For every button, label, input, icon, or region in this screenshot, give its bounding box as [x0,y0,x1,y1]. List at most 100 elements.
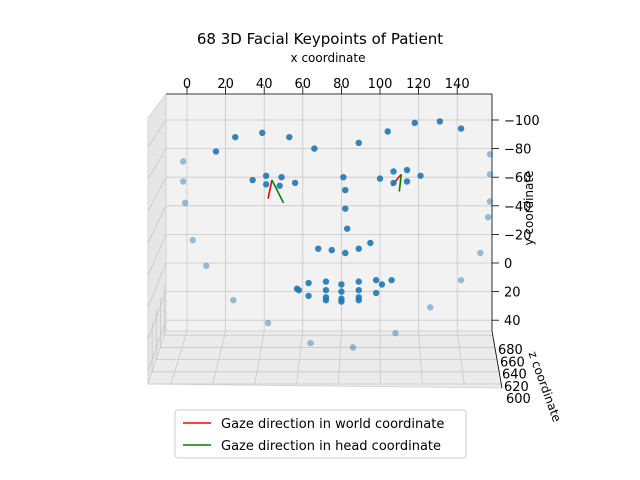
keypoint [305,292,312,300]
keypoint [315,245,322,252]
keypoint [264,319,272,327]
y-tick-label: −60 [504,171,531,186]
keypoint [477,249,484,257]
keypoint [426,304,434,311]
keypoint [355,245,362,252]
keypoint [262,181,270,188]
keypoint [259,129,266,137]
z-tick-label: 600 [506,392,531,407]
keypoint [305,279,312,287]
x-axis-label: x coordinate [291,51,366,65]
keypoint [230,296,237,304]
keypoint [179,178,187,185]
legend-frame [174,409,467,459]
keypoint [340,174,347,181]
keypoint [286,133,293,141]
keypoint [276,182,283,189]
y-tick-label: −40 [504,200,531,215]
keypoint [355,294,362,301]
keypoint [355,278,362,285]
keypoint [322,286,330,294]
x-floor-gridline [338,330,342,385]
keypoint [322,294,330,301]
y-tick-label: 20 [504,286,521,301]
y-side-gridline [147,148,167,180]
keypoint [390,168,397,175]
y-side-gridline [147,205,167,244]
keypoint [212,148,220,155]
keypoint [322,278,330,285]
x-floor-gridline [170,330,188,385]
keypoint [203,262,210,270]
y-axis-label: y coordinate [522,171,536,246]
keypoint [484,214,492,221]
keypoint [436,118,444,125]
gaze-line-world [267,179,273,199]
y-tick-label: −80 [504,143,531,158]
keypoint [342,205,349,212]
keypoint [343,225,351,232]
keypoint [311,145,318,152]
keypoint [262,172,270,179]
x-tick-label: 60 [295,77,312,92]
keypoint [378,281,386,288]
x-floor-gridline [296,330,304,385]
grid-lines [147,94,502,385]
keypoint [355,286,362,294]
z-tick-label: 620 [504,380,529,395]
axes [166,86,503,389]
keypoint [278,174,285,181]
keypoint [417,172,424,179]
keypoint [367,239,374,247]
keypoint [411,119,418,127]
z-tick-label: 660 [500,355,525,370]
keypoint [342,186,349,194]
legend-entry-head: Gaze direction in head coordinate [221,439,441,454]
keypoint [338,281,345,288]
x-tick-label: 0 [183,77,191,92]
legend: Gaze direction in world coordinate Gaze … [174,409,467,459]
keypoint [457,125,465,132]
keypoint [486,198,494,205]
y-tick-label: −20 [504,228,531,243]
x-tick-label: 20 [217,77,234,92]
legend-entry-world: Gaze direction in world coordinate [221,417,444,432]
x-floor-gridline [212,330,226,385]
keypoint [342,249,349,257]
keypoint [403,178,411,185]
back-pane [165,93,493,332]
y-side-gridline [147,177,167,212]
keypoint [457,276,465,284]
keypoint [486,171,494,178]
y-tick-label: −100 [504,114,540,129]
y-side-gridline [147,119,167,148]
x-tick-label: 80 [333,77,350,92]
z-axis-label: z coordinate [526,349,565,423]
x-tick-label: 140 [445,77,470,92]
y-side-gridline [147,291,167,340]
x-floor-gridline [418,330,423,385]
keypoint [403,166,411,174]
keypoint [249,176,256,184]
gaze-line-head [271,179,285,204]
keypoint [390,179,397,187]
x-tick-label: 120 [406,77,431,92]
gaze-line-head [398,174,403,192]
x-tick-label: 100 [368,77,393,92]
y-side-gridline [147,234,167,276]
keypoint [338,295,345,302]
keypoint [328,246,335,254]
keypoint [388,276,395,284]
x-floor-gridline [254,330,265,385]
keypoint [291,179,299,187]
keypoint [392,329,399,337]
y-tick-label: 0 [504,257,512,272]
z-tick-label: 640 [502,368,527,383]
chart-title: 68 3D Facial Keypoints of Patient [197,30,443,48]
z-tick-label: 680 [498,343,523,358]
keypoint [372,276,380,284]
keypoint [295,286,303,294]
keypoint [355,139,362,147]
y-tick-label: 40 [504,314,521,329]
